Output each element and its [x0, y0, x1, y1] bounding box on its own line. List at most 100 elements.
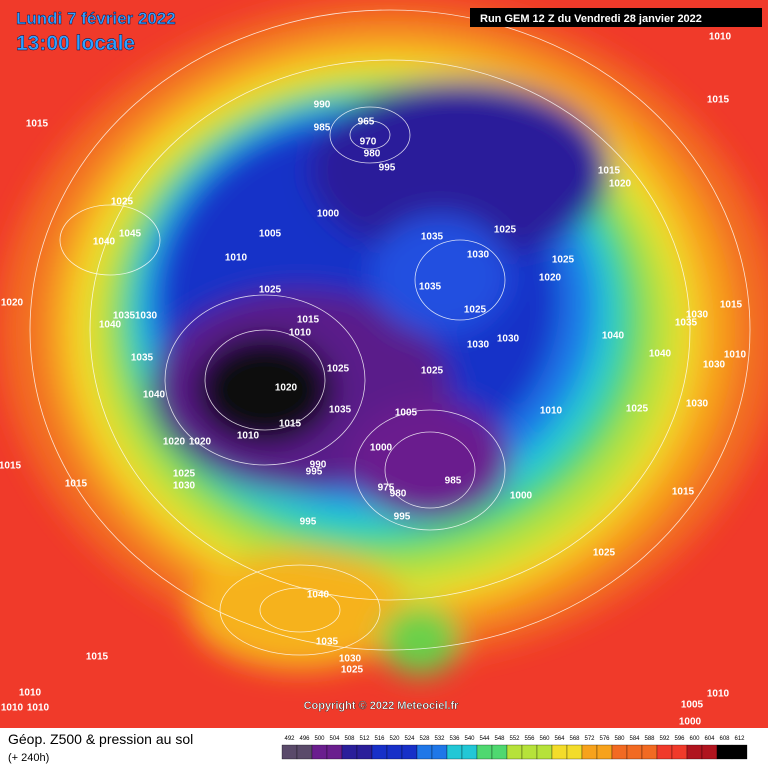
isobar-label: 1020	[609, 179, 632, 190]
isobar-label: 1015	[26, 119, 49, 130]
run-box	[470, 8, 762, 27]
isobar-label: 1030	[686, 399, 709, 410]
scale-swatch	[491, 744, 508, 760]
scale-label: 548	[494, 736, 505, 742]
isobar-label: 1025	[626, 404, 649, 415]
scale-label: 516	[374, 736, 385, 742]
scale-label: 604	[704, 736, 715, 742]
footer-title: Géop. Z500 & pression au sol	[8, 731, 193, 747]
scale-swatch	[341, 744, 358, 760]
isobar-label: 1025	[173, 469, 196, 480]
isobar-label: 1040	[99, 320, 122, 331]
isobar-label: 1040	[143, 390, 166, 401]
isobar-label: 990	[314, 100, 331, 111]
scale-swatch	[551, 744, 568, 760]
time-title: 13:00 locale	[16, 32, 135, 55]
isobar-label: 1015	[65, 479, 88, 490]
scale-swatch	[521, 744, 538, 760]
isobar-label: 1035	[421, 232, 444, 243]
isobar-label: 995	[306, 467, 323, 478]
isobar-label: 995	[394, 512, 411, 523]
isobar-label: 995	[300, 517, 317, 528]
isobar-label: 1015	[279, 419, 302, 430]
isobar-label: 975	[378, 483, 395, 494]
isobar-label: 1040	[307, 590, 330, 601]
isobar-label: 1020	[1, 298, 24, 309]
isobar-label: 1030	[686, 310, 709, 321]
scale-label: 564	[554, 736, 565, 742]
scale-swatch	[701, 744, 718, 760]
isobar-label: 1040	[649, 349, 672, 360]
isobar-label: 1015	[720, 300, 743, 311]
isobar-label: 1020	[275, 383, 298, 394]
scale-label: 512	[359, 736, 370, 742]
isobar-label: 1010	[27, 703, 50, 714]
scale-swatch	[476, 744, 493, 760]
scale-swatch	[461, 744, 478, 760]
scale-swatch	[731, 744, 748, 760]
isobar-label: 1005	[259, 229, 282, 240]
color-scale: 492 496 500 504 508 512 516 520 524 528 532 536 540 5…	[281, 736, 748, 760]
isobar-label: 1040	[602, 331, 625, 342]
scale-label: 536	[449, 736, 460, 742]
scale-label: 496	[299, 736, 310, 742]
isobar-label: 1045	[119, 229, 142, 240]
isobar-label: 1025	[259, 285, 282, 296]
scale-swatch	[581, 744, 598, 760]
isobar-label: 1025	[464, 305, 487, 316]
isobars	[29, 9, 751, 656]
isobar-label: 1010	[1, 703, 24, 714]
scale-label: 500	[314, 736, 325, 742]
scale-label: 576	[599, 736, 610, 742]
isobar-label: 1035	[419, 282, 442, 293]
isobar-label: 990	[310, 460, 327, 471]
isobar-label: 1015	[598, 166, 621, 177]
isobar-label: 1010	[289, 328, 312, 339]
scale-swatch	[431, 744, 448, 760]
isobar-label: 1015	[297, 315, 320, 326]
scale-label: 592	[659, 736, 670, 742]
scale-label: 556	[524, 736, 535, 742]
isobar-label: 1025	[327, 364, 350, 375]
run-info: Run GEM 12 Z du Vendredi 28 janvier 2022	[480, 13, 702, 25]
scale-swatch	[611, 744, 628, 760]
isobar-label: 1030	[467, 340, 490, 351]
scale-label: 544	[479, 736, 490, 742]
scale-label: 588	[644, 736, 655, 742]
isobar-label: 1025	[593, 548, 616, 559]
scale-label: 612	[734, 736, 745, 742]
scale-label: 568	[569, 736, 580, 742]
isobar-label: 1025	[421, 366, 444, 377]
scale-swatch	[596, 744, 613, 760]
isobar-label: 1020	[189, 437, 212, 448]
scale-label: 508	[344, 736, 355, 742]
isobar-label: 1005	[395, 408, 418, 419]
isobar-label: 1030	[173, 481, 196, 492]
scale-swatch	[686, 744, 703, 760]
isobar-label: 1015	[86, 652, 109, 663]
isobar-label: 985	[314, 123, 331, 134]
scale-swatch	[566, 744, 583, 760]
scale-swatch	[401, 744, 418, 760]
isobar-label: 1035	[329, 405, 352, 416]
scale-swatch	[536, 744, 553, 760]
scale-swatch	[506, 744, 523, 760]
isobar-label: 1030	[339, 654, 362, 665]
scale-swatch	[386, 744, 403, 760]
scale-label: 596	[674, 736, 685, 742]
scale-label: 560	[539, 736, 550, 742]
isobar-label: 1020	[163, 437, 186, 448]
isobar-label: 1015	[0, 461, 22, 472]
isobar-label: 1030	[467, 250, 490, 261]
isobar-label: 1015	[707, 95, 730, 106]
isobar-label: 1025	[111, 197, 134, 208]
isobar-label: 1010	[225, 253, 248, 264]
scale-label: 572	[584, 736, 595, 742]
scale-swatch	[311, 744, 328, 760]
scale-label: 580	[614, 736, 625, 742]
scale-swatch	[626, 744, 643, 760]
isobar-label: 1000	[679, 717, 702, 728]
scale-swatch	[356, 744, 373, 760]
isobar-label: 965	[358, 117, 375, 128]
